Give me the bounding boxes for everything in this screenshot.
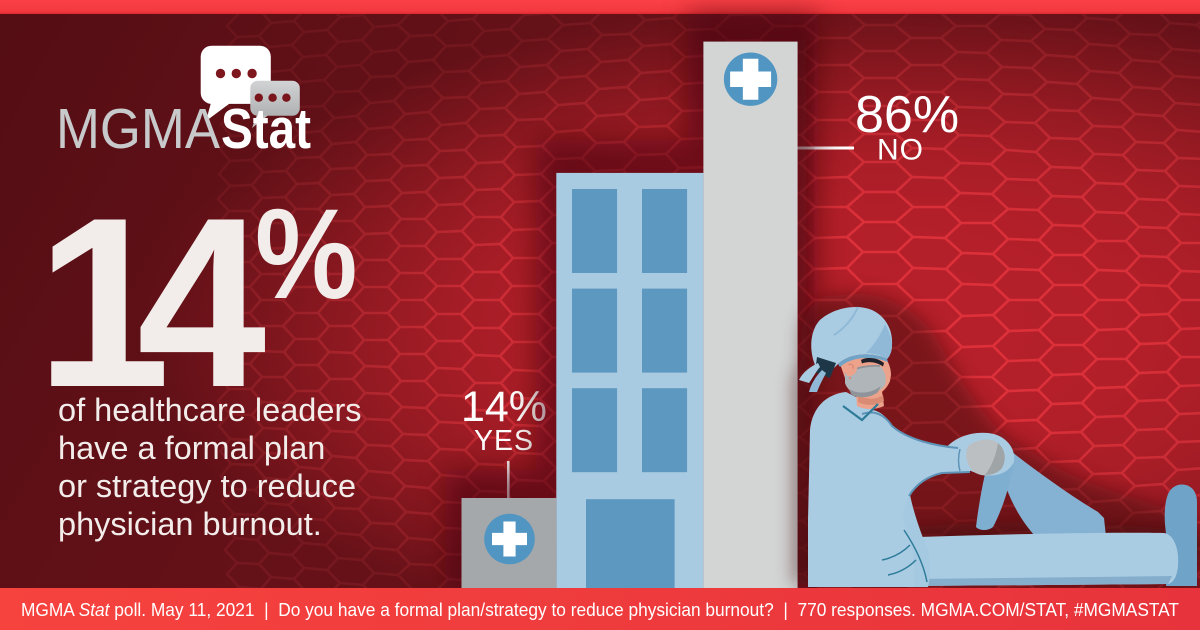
svg-text:or strategy to reduce: or strategy to reduce (58, 468, 356, 504)
svg-text:MGMA: MGMA (56, 97, 220, 160)
svg-text:%: % (255, 182, 357, 325)
svg-text:of healthcare leaders: of healthcare leaders (58, 392, 362, 428)
svg-text:physician burnout.: physician burnout. (58, 506, 322, 542)
svg-text:Stat: Stat (221, 97, 311, 161)
svg-text:YES: YES (474, 425, 534, 457)
svg-text:1: 1 (36, 168, 171, 438)
svg-text:86%: 86% (855, 86, 959, 144)
svg-text:4: 4 (137, 168, 266, 438)
svg-text:14%: 14% (461, 383, 547, 431)
svg-text:MGMA Stat poll. May 11, 2021: MGMA Stat poll. May 11, 2021 | Do you ha… (21, 599, 1179, 620)
svg-text:have a formal plan: have a formal plan (58, 430, 325, 466)
svg-text:NO: NO (877, 134, 924, 167)
